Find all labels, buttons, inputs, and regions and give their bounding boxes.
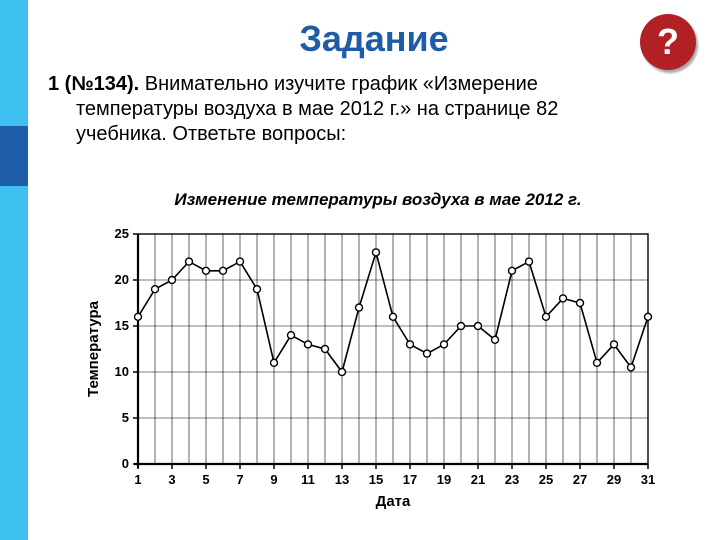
chart-container: Изменение температуры воздуха в мае 2012… <box>78 190 678 510</box>
svg-text:7: 7 <box>236 472 243 487</box>
slide-page: ? Задание 1 (№134). Внимательно изучите … <box>0 0 720 540</box>
svg-text:19: 19 <box>437 472 451 487</box>
svg-text:25: 25 <box>115 226 129 241</box>
svg-text:3: 3 <box>168 472 175 487</box>
svg-text:10: 10 <box>115 364 129 379</box>
task-line-2: температуры воздуха в мае 2012 г.» на ст… <box>48 97 680 122</box>
task-number: 1 (№134). <box>48 73 139 95</box>
svg-text:25: 25 <box>539 472 553 487</box>
task-line-3: учебника. Ответьте вопросы: <box>48 122 680 147</box>
page-title: Задание <box>28 0 720 60</box>
svg-text:11: 11 <box>301 472 315 487</box>
help-icon: ? <box>657 21 679 63</box>
temperature-chart: 0510152025135791113151719212325272931Дат… <box>78 214 678 514</box>
task-line-1: Внимательно изучите график «Измерение <box>139 73 538 95</box>
help-badge[interactable]: ? <box>640 14 696 70</box>
svg-text:29: 29 <box>607 472 621 487</box>
svg-text:Дата: Дата <box>376 493 411 510</box>
svg-text:27: 27 <box>573 472 587 487</box>
svg-text:0: 0 <box>122 456 129 471</box>
sidebar-accent <box>0 126 28 186</box>
svg-text:31: 31 <box>641 472 655 487</box>
svg-text:21: 21 <box>471 472 485 487</box>
svg-text:20: 20 <box>115 272 129 287</box>
svg-text:15: 15 <box>115 318 129 333</box>
svg-text:23: 23 <box>505 472 519 487</box>
chart-title: Изменение температуры воздуха в мае 2012… <box>78 190 678 210</box>
task-text: 1 (№134). Внимательно изучите график «Из… <box>28 60 720 147</box>
svg-text:5: 5 <box>122 410 129 425</box>
svg-text:5: 5 <box>202 472 209 487</box>
svg-text:Температура: Температура <box>85 300 102 397</box>
svg-text:1: 1 <box>134 472 141 487</box>
svg-text:15: 15 <box>369 472 383 487</box>
svg-text:13: 13 <box>335 472 349 487</box>
svg-text:9: 9 <box>270 472 277 487</box>
svg-text:17: 17 <box>403 472 417 487</box>
